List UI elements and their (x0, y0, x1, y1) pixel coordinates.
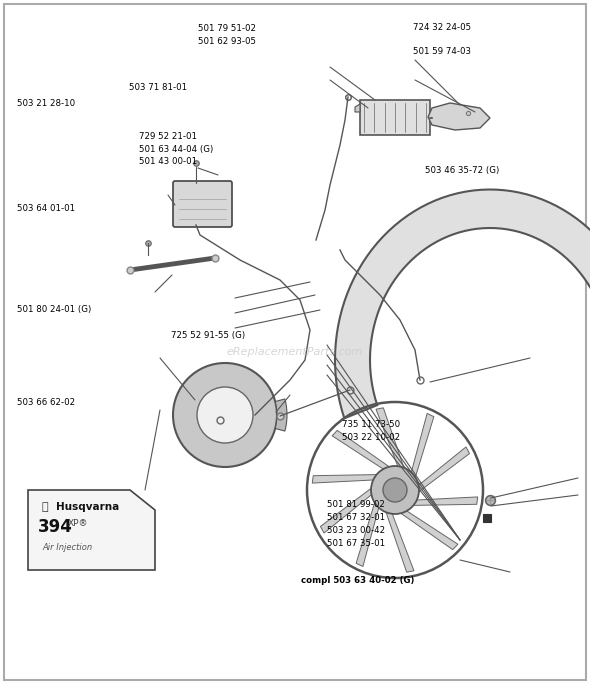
Text: eReplacementParts.com: eReplacementParts.com (227, 347, 363, 357)
Text: 501 59 74-03: 501 59 74-03 (413, 47, 471, 57)
Polygon shape (335, 189, 590, 419)
Polygon shape (376, 408, 405, 471)
Polygon shape (385, 510, 414, 573)
Polygon shape (312, 475, 379, 483)
Text: ⩓: ⩓ (42, 502, 48, 512)
Text: 501 62 93-05: 501 62 93-05 (198, 36, 255, 46)
Polygon shape (356, 500, 379, 566)
Text: 501 67 32-01: 501 67 32-01 (327, 512, 386, 522)
Text: Air Injection: Air Injection (42, 542, 92, 551)
Text: 503 23 00-42: 503 23 00-42 (327, 525, 386, 535)
Text: 394: 394 (38, 518, 73, 536)
Text: compl 503 63 40-02 (G): compl 503 63 40-02 (G) (301, 575, 414, 585)
Polygon shape (320, 487, 373, 533)
Text: 501 67 35-01: 501 67 35-01 (327, 538, 386, 548)
FancyBboxPatch shape (173, 181, 232, 227)
Text: 503 71 81-01: 503 71 81-01 (129, 83, 187, 92)
Text: 735 11 73-50: 735 11 73-50 (342, 419, 401, 429)
Circle shape (383, 478, 407, 502)
Bar (360, 100, 430, 135)
Text: 503 46 35-72 (G): 503 46 35-72 (G) (425, 166, 499, 176)
Polygon shape (411, 497, 478, 505)
Text: 503 66 62-02: 503 66 62-02 (17, 397, 75, 407)
Text: 724 32 24-05: 724 32 24-05 (413, 23, 471, 32)
Text: XP®: XP® (68, 518, 88, 527)
Text: 501 81 99-02: 501 81 99-02 (327, 499, 385, 509)
Circle shape (371, 466, 419, 514)
Polygon shape (332, 430, 391, 471)
Text: 503 21 28-10: 503 21 28-10 (17, 99, 75, 109)
Polygon shape (411, 413, 434, 480)
Text: 725 52 91-55 (G): 725 52 91-55 (G) (171, 330, 245, 340)
Polygon shape (355, 104, 360, 112)
Text: 501 80 24-01 (G): 501 80 24-01 (G) (17, 304, 91, 314)
Circle shape (173, 363, 277, 467)
Polygon shape (28, 490, 155, 570)
Circle shape (197, 387, 253, 443)
Text: Husqvarna: Husqvarna (56, 502, 119, 512)
Text: 501 79 51-02: 501 79 51-02 (198, 24, 255, 34)
Text: 501 43 00-01: 501 43 00-01 (139, 157, 197, 166)
Polygon shape (428, 103, 490, 130)
Text: 729 52 21-01: 729 52 21-01 (139, 132, 196, 142)
Text: 501 63 44-04 (G): 501 63 44-04 (G) (139, 144, 213, 154)
Polygon shape (399, 510, 458, 550)
Text: 503 64 01-01: 503 64 01-01 (17, 204, 75, 213)
Text: 503 22 10-02: 503 22 10-02 (342, 433, 401, 443)
Polygon shape (275, 399, 287, 431)
Polygon shape (417, 447, 470, 493)
